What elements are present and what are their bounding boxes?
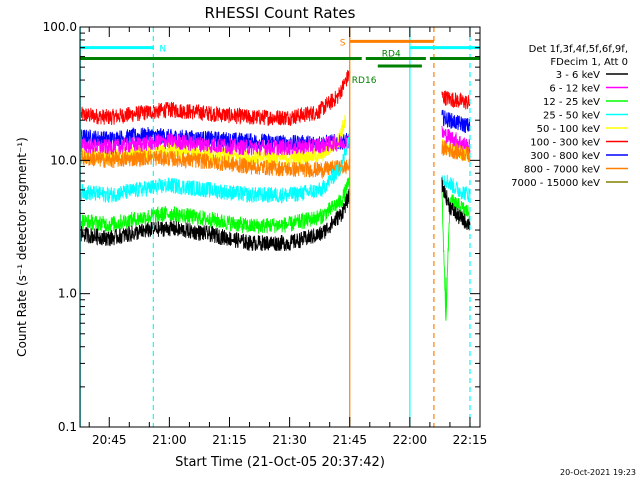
x-tick-label: 21:00 <box>152 433 187 447</box>
x-tick-label: 21:45 <box>332 433 367 447</box>
annotation-label-0: N <box>159 45 166 55</box>
x-axis-label: Start Time (21-Oct-05 20:37:42) <box>175 455 385 470</box>
legend-label: 7000 - 15000 keV <box>511 178 600 189</box>
footer-timestamp: 20-Oct-2021 19:23 <box>560 468 636 477</box>
legend-label: 100 - 300 keV <box>530 138 600 149</box>
series-line-6-post <box>441 109 471 133</box>
series-line-2-pre <box>80 177 351 234</box>
y-tick-label: 0.1 <box>58 420 77 434</box>
plot-data: N S RD4 RD16 <box>79 27 480 427</box>
series-line-1-post <box>441 125 471 155</box>
legend-label: 50 - 100 keV <box>537 124 601 135</box>
x-tick-label: 22:15 <box>453 433 488 447</box>
legend-header-line: FDecim 1, Att 0 <box>550 57 628 68</box>
x-tick-label: 21:15 <box>212 433 247 447</box>
y-tick-label: 1.0 <box>58 287 77 301</box>
legend-label: 12 - 25 keV <box>543 97 600 108</box>
legend-label: 6 - 12 keV <box>549 84 600 95</box>
legend-header-line: Det 1f,3f,4f,5f,6f,9f, <box>529 44 628 55</box>
series-line-5-pre <box>80 70 351 127</box>
legend-label: 25 - 50 keV <box>543 111 600 122</box>
annotation-label-2: S <box>340 38 346 48</box>
series-line-0-pre <box>80 188 351 252</box>
series-line-3-pre <box>80 127 351 204</box>
legend-label: 800 - 7000 keV <box>524 165 600 176</box>
series-line-0-post <box>441 177 471 231</box>
series-line-7-pre <box>80 150 351 180</box>
series-line-2-post <box>441 191 471 321</box>
legend-label: 3 - 6 keV <box>556 70 600 81</box>
x-tick-label: 20:45 <box>92 433 127 447</box>
y-tick-label: 10.0 <box>50 153 77 167</box>
x-tick-label: 21:30 <box>272 433 307 447</box>
series-line-7-post <box>441 140 471 163</box>
x-tick-label: 22:00 <box>393 433 428 447</box>
legend: Det 1f,3f,4f,5f,6f,9f, FDecim 1, Att 0 3 -… <box>511 44 628 189</box>
chart-title: RHESSI Count Rates <box>205 4 356 22</box>
y-tick-label: 100.0 <box>43 20 77 34</box>
legend-label: 300 - 800 keV <box>530 151 600 162</box>
axes: 0.1 1.0 10.0 100.0 20:45 21:00 21:15 21:30 21:45… <box>43 20 488 447</box>
annotation-label-4: RD4 <box>382 50 401 60</box>
series-line-5-post <box>441 90 471 110</box>
y-axis-label: Count Rate (s⁻¹ detector segment⁻¹) <box>15 137 29 357</box>
plot-frame <box>79 26 481 428</box>
series-line-1-pre <box>80 133 351 156</box>
series-line-3-post <box>441 174 471 203</box>
annotation-label-6: RD16 <box>352 76 377 86</box>
